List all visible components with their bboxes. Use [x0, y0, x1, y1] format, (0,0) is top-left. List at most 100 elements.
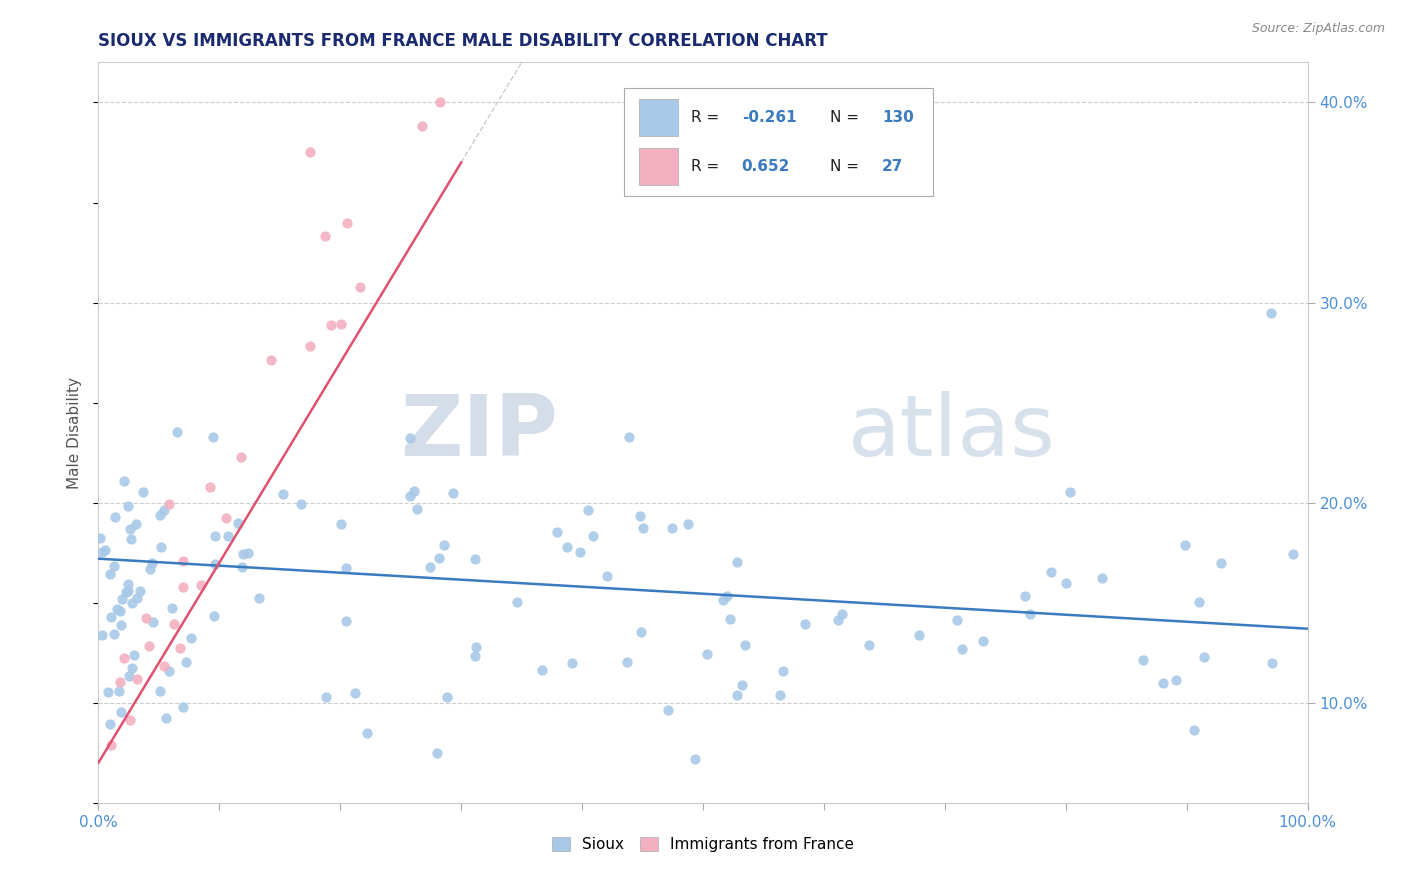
Text: N =: N = — [830, 159, 863, 174]
Y-axis label: Male Disability: Male Disability — [67, 376, 83, 489]
Text: 27: 27 — [882, 159, 903, 174]
Point — [157, 664, 180, 678]
Point — [725, 554, 748, 568]
Point — [100, 738, 122, 752]
Text: SIOUX VS IMMIGRANTS FROM FRANCE MALE DISABILITY CORRELATION CHART: SIOUX VS IMMIGRANTS FROM FRANCE MALE DIS… — [98, 32, 828, 50]
Point — [121, 596, 143, 610]
Point — [141, 556, 163, 570]
Point — [630, 624, 652, 639]
Point — [139, 562, 162, 576]
Point — [734, 638, 756, 652]
Point — [314, 228, 336, 243]
Point — [236, 545, 259, 559]
Point — [1260, 305, 1282, 319]
Point — [91, 545, 114, 559]
FancyBboxPatch shape — [624, 88, 932, 195]
Text: Source: ZipAtlas.com: Source: ZipAtlas.com — [1251, 22, 1385, 36]
Point — [180, 631, 202, 645]
Point — [98, 716, 121, 731]
Point — [217, 529, 239, 543]
Point — [118, 668, 141, 682]
Point — [441, 485, 464, 500]
Point — [90, 627, 112, 641]
Point — [725, 688, 748, 702]
Point — [149, 540, 172, 554]
Point — [349, 279, 371, 293]
Point — [118, 713, 141, 727]
Point — [315, 690, 337, 705]
Point — [112, 474, 135, 488]
Point — [1261, 656, 1284, 670]
Point — [1174, 538, 1197, 552]
Point — [290, 497, 312, 511]
Point — [405, 502, 427, 516]
Point — [1132, 653, 1154, 667]
Point — [163, 616, 186, 631]
Point — [104, 509, 127, 524]
Point — [115, 584, 138, 599]
Point — [831, 607, 853, 621]
Point — [198, 480, 221, 494]
Point — [1281, 547, 1303, 561]
Point — [89, 531, 111, 545]
Point — [335, 560, 357, 574]
Point — [531, 664, 554, 678]
Point — [576, 503, 599, 517]
Point — [657, 703, 679, 717]
Point — [716, 590, 738, 604]
Point — [125, 516, 148, 531]
Point — [299, 339, 322, 353]
Point — [464, 649, 486, 664]
Point — [138, 639, 160, 653]
Point — [1039, 565, 1062, 579]
Point — [128, 584, 150, 599]
Point — [329, 517, 352, 532]
Point — [426, 747, 449, 761]
Point — [429, 95, 451, 110]
Point — [172, 700, 194, 714]
Point — [108, 684, 131, 698]
Point — [661, 521, 683, 535]
Point — [1192, 650, 1215, 665]
Point — [204, 557, 226, 571]
Point — [160, 601, 183, 615]
Text: atlas: atlas — [848, 391, 1056, 475]
Point — [232, 547, 254, 561]
Point — [125, 673, 148, 687]
Point — [946, 614, 969, 628]
Point — [398, 489, 420, 503]
Point — [153, 659, 176, 673]
Point — [769, 688, 792, 702]
Point — [427, 551, 450, 566]
Point — [103, 626, 125, 640]
Point — [464, 640, 486, 655]
Point — [972, 633, 994, 648]
Point — [149, 683, 172, 698]
Point — [718, 612, 741, 626]
Point — [436, 690, 458, 705]
FancyBboxPatch shape — [638, 99, 678, 136]
Point — [117, 584, 139, 599]
Point — [1188, 594, 1211, 608]
Text: N =: N = — [830, 111, 863, 126]
Point — [1014, 589, 1036, 603]
Point — [110, 675, 132, 690]
Point — [678, 517, 700, 532]
Point — [94, 543, 117, 558]
Point — [696, 648, 718, 662]
Point — [231, 559, 253, 574]
Point — [166, 425, 188, 439]
Point — [112, 651, 135, 665]
Point — [335, 615, 357, 629]
Point — [97, 685, 120, 699]
Point — [411, 119, 433, 133]
Point — [356, 726, 378, 740]
Point — [319, 318, 342, 332]
Point — [110, 604, 132, 618]
Point — [581, 529, 603, 543]
Point — [772, 665, 794, 679]
Legend: Sioux, Immigrants from France: Sioux, Immigrants from France — [546, 830, 860, 858]
Point — [1152, 676, 1174, 690]
Point — [155, 711, 177, 725]
Point — [330, 317, 353, 331]
